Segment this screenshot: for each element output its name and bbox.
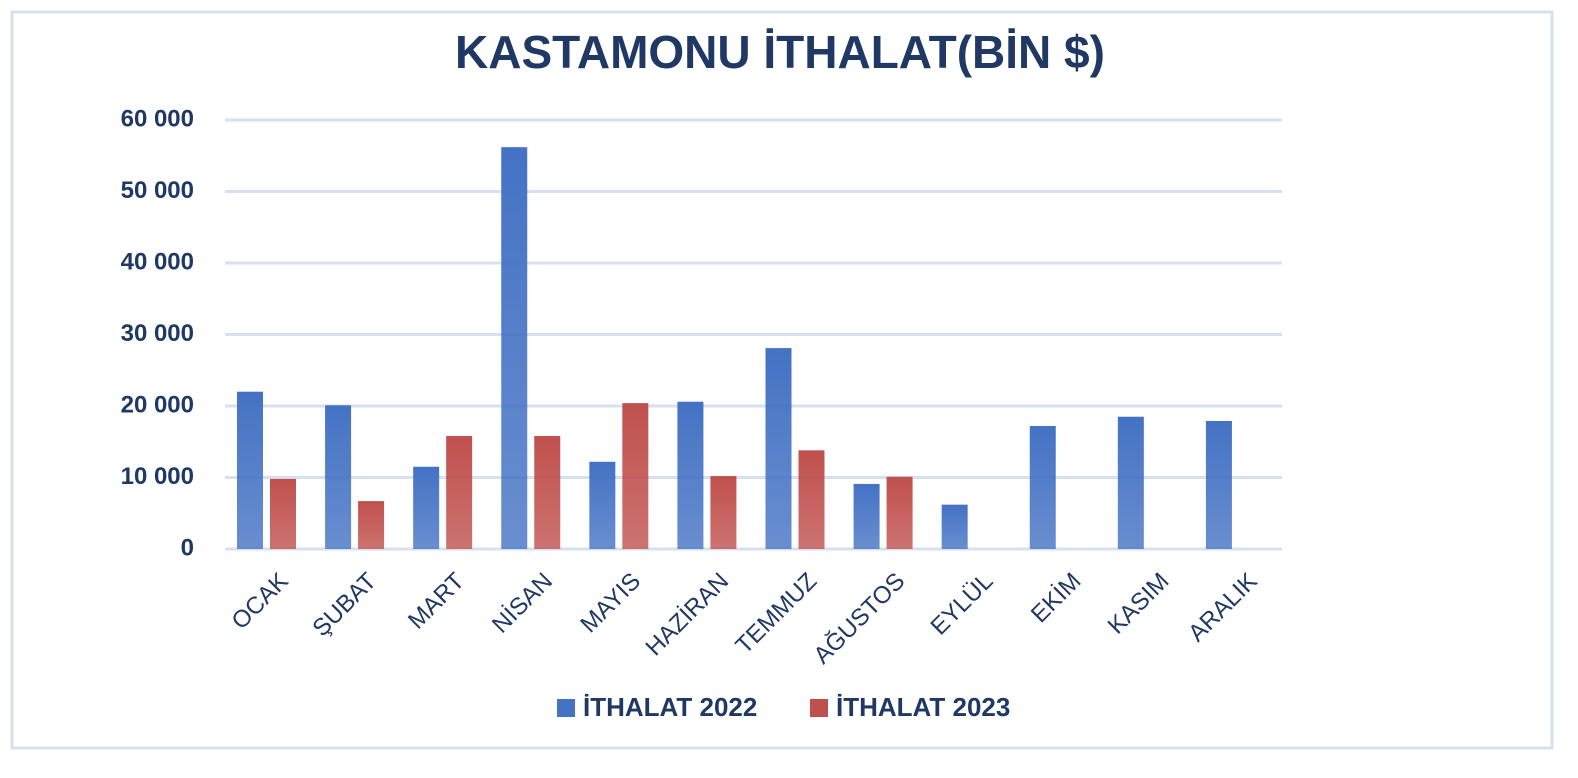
y-tick-label: 30 000 bbox=[121, 320, 194, 347]
bar bbox=[1117, 416, 1144, 549]
bar bbox=[589, 461, 616, 549]
bar bbox=[941, 504, 968, 549]
bar bbox=[886, 476, 913, 549]
bar bbox=[325, 405, 352, 549]
legend-label: İTHALAT 2022 bbox=[583, 692, 757, 722]
bar bbox=[1205, 421, 1232, 549]
bar bbox=[710, 476, 737, 549]
legend-swatch bbox=[557, 699, 575, 717]
y-tick-label: 20 000 bbox=[121, 391, 194, 418]
y-tick-label: 10 000 bbox=[121, 463, 194, 490]
bar bbox=[534, 436, 561, 549]
bar bbox=[413, 466, 440, 549]
chart-title: KASTAMONU İTHALAT(BİN $) bbox=[455, 26, 1105, 78]
bar bbox=[237, 391, 263, 549]
legend-label: İTHALAT 2023 bbox=[836, 692, 1010, 722]
bar bbox=[765, 348, 792, 549]
bar bbox=[446, 436, 473, 549]
bar bbox=[358, 501, 385, 549]
bar bbox=[501, 147, 528, 550]
bar bbox=[677, 401, 704, 549]
bar bbox=[1029, 426, 1056, 549]
bar bbox=[270, 478, 296, 549]
y-tick-label: 0 bbox=[181, 534, 194, 561]
bar bbox=[853, 483, 880, 549]
y-tick-label: 60 000 bbox=[121, 105, 194, 132]
legend-swatch bbox=[810, 699, 828, 717]
bar bbox=[798, 450, 825, 549]
bar bbox=[622, 403, 649, 549]
y-tick-label: 50 000 bbox=[121, 177, 194, 204]
y-tick-label: 40 000 bbox=[121, 248, 194, 275]
